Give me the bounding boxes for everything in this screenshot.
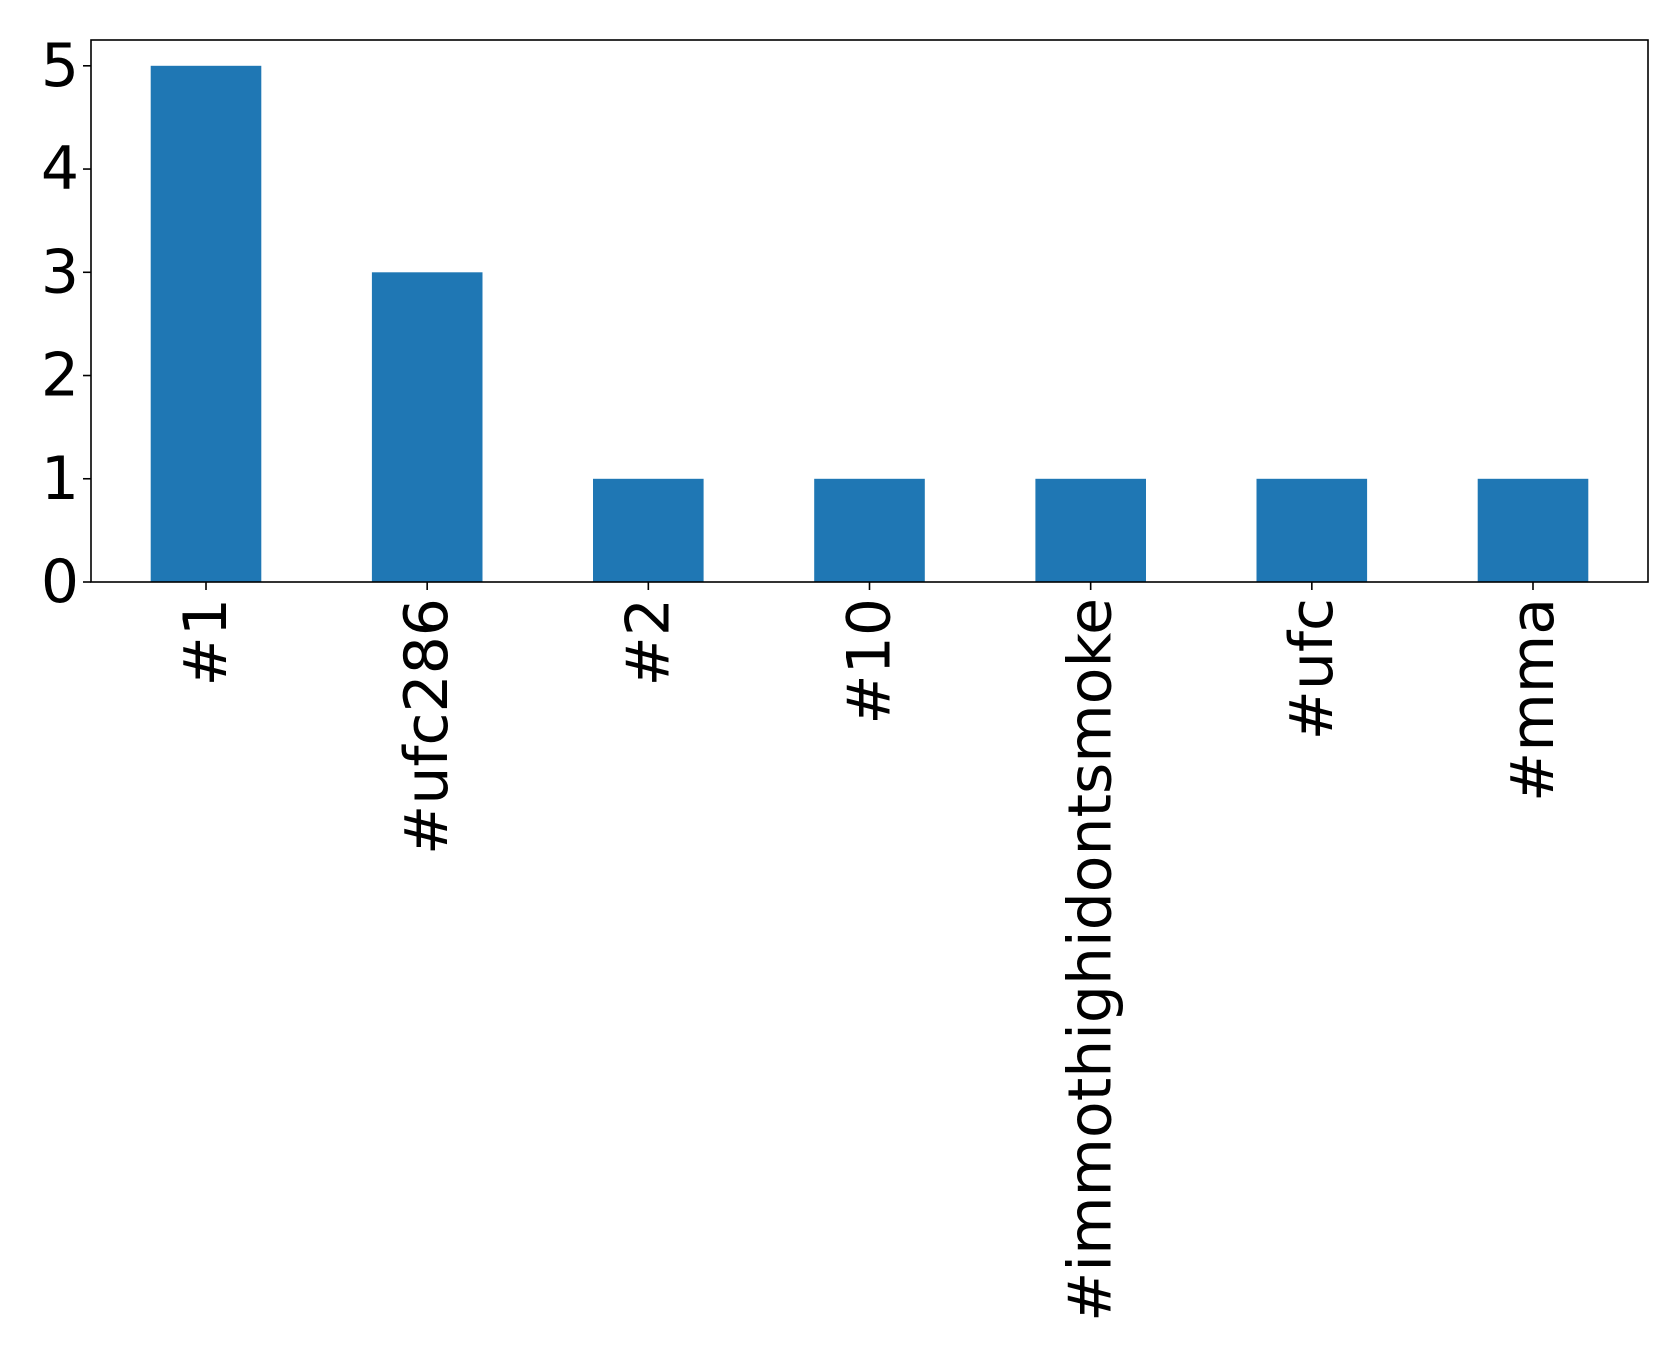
x-tick-label-1: #ufc286: [392, 598, 462, 855]
x-tick-label-6: #mma: [1498, 598, 1568, 802]
y-axis: 0 1 2 3 4 5: [41, 31, 91, 617]
y-tick-label-0: 0: [41, 547, 79, 617]
y-tick-label-2: 2: [41, 341, 79, 411]
x-tick-label-4: #immothighidontsmoke: [1056, 598, 1126, 1322]
x-tick-label-3: #10: [835, 598, 905, 725]
bar-4: [1035, 478, 1146, 582]
x-tick-label-2: #2: [613, 598, 683, 686]
y-tick-label-3: 3: [41, 237, 79, 307]
y-tick-label-5: 5: [41, 31, 79, 101]
bar-2: [593, 478, 704, 582]
bar-0: [150, 65, 262, 583]
bar-1: [371, 272, 483, 582]
bar-5: [1256, 478, 1368, 582]
bars-layer: [150, 65, 1589, 583]
x-tick-label-5: #ufc: [1277, 598, 1347, 740]
y-tick-label-1: 1: [41, 444, 79, 514]
y-tick-label-4: 4: [41, 134, 79, 204]
bar-3: [814, 478, 925, 582]
x-tick-label-0: #1: [171, 598, 241, 686]
x-axis: #1 #ufc286 #2 #10 #immothighidontsmoke #ufc #m…: [171, 582, 1568, 1322]
bar-6: [1477, 478, 1589, 582]
